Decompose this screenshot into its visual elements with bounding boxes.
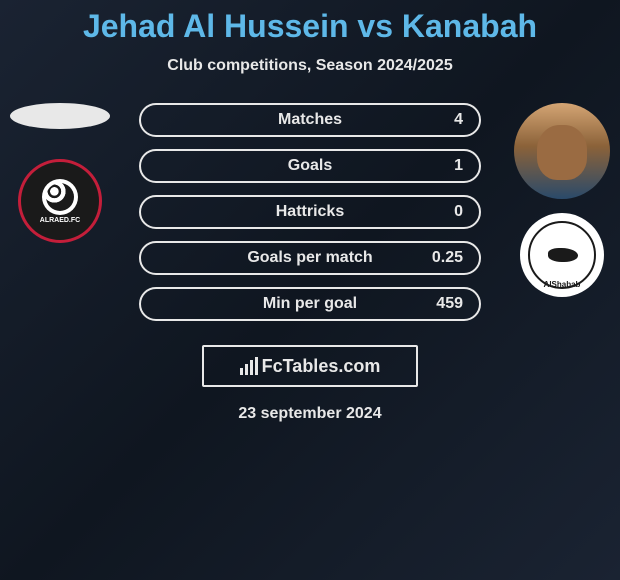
stat-row-matches: Matches 4 bbox=[139, 103, 481, 137]
stat-label: Goals bbox=[288, 157, 332, 175]
panther-icon bbox=[542, 240, 582, 270]
right-column: AlShabab bbox=[514, 103, 610, 297]
stat-value: 1 bbox=[454, 157, 463, 175]
stat-label: Min per goal bbox=[263, 295, 357, 313]
club-badge-right: AlShabab bbox=[520, 213, 604, 297]
soccer-ball-icon bbox=[42, 179, 78, 215]
branding-text: FcTables.com bbox=[262, 356, 381, 377]
branding-box[interactable]: FcTables.com bbox=[202, 345, 418, 387]
stat-row-goals: Goals 1 bbox=[139, 149, 481, 183]
date-text: 23 september 2024 bbox=[238, 405, 381, 423]
stat-row-min-per-goal: Min per goal 459 bbox=[139, 287, 481, 321]
stat-value: 0 bbox=[454, 203, 463, 221]
club-left-name: ALRAED.FC bbox=[40, 217, 80, 224]
stat-value: 0.25 bbox=[432, 249, 463, 267]
stat-label: Goals per match bbox=[247, 249, 372, 267]
club-badge-left: ALRAED.FC bbox=[18, 159, 102, 243]
player-left-placeholder bbox=[10, 103, 110, 129]
stats-area: ALRAED.FC AlShabab Matches 4 Goals 1 Hat… bbox=[0, 103, 620, 423]
stat-row-hattricks: Hattricks 0 bbox=[139, 195, 481, 229]
club-right-name: AlShabab bbox=[520, 280, 604, 289]
page-subtitle: Club competitions, Season 2024/2025 bbox=[167, 57, 452, 75]
page-title: Jehad Al Hussein vs Kanabah bbox=[83, 8, 537, 45]
stat-label: Matches bbox=[278, 111, 342, 129]
main-container: Jehad Al Hussein vs Kanabah Club competi… bbox=[0, 0, 620, 580]
player-right-photo bbox=[514, 103, 610, 199]
stat-value: 459 bbox=[436, 295, 463, 313]
stat-label: Hattricks bbox=[276, 203, 344, 221]
left-column: ALRAED.FC bbox=[10, 103, 110, 243]
bar-chart-icon bbox=[240, 357, 258, 375]
stat-value: 4 bbox=[454, 111, 463, 129]
stat-row-goals-per-match: Goals per match 0.25 bbox=[139, 241, 481, 275]
